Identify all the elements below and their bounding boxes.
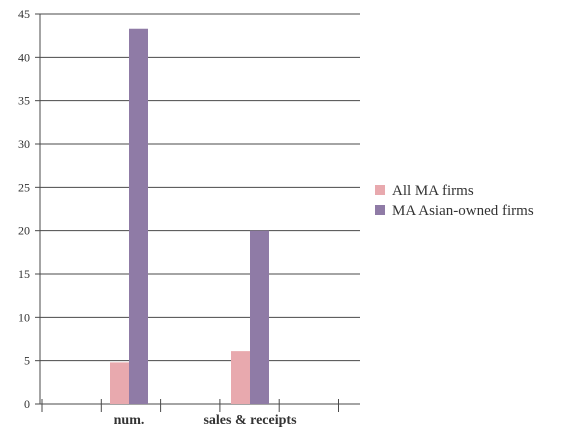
legend-label: MA Asian-owned firms xyxy=(392,203,534,219)
bar-ma-asian-owned-firms xyxy=(250,230,269,404)
bar-all-ma-firms xyxy=(231,351,250,404)
gridlines xyxy=(40,13,360,362)
x-category-label: sales & receipts xyxy=(203,413,297,428)
x-category-label: num. xyxy=(114,413,145,428)
y-tick-labels: 0 5 10 15 20 25 30 35 40 45 xyxy=(18,7,30,411)
y-tick-label: 30 xyxy=(18,137,30,151)
bar-all-ma-firms xyxy=(110,362,129,404)
y-tick-label: 0 xyxy=(24,397,30,411)
x-tick-labels: num. sales & receipts xyxy=(114,413,297,428)
legend-swatch xyxy=(375,185,385,195)
y-tick-label: 20 xyxy=(18,224,30,238)
y-tick-label: 45 xyxy=(18,7,30,21)
y-tick-label: 25 xyxy=(18,180,30,194)
y-tick-label: 40 xyxy=(18,50,30,64)
y-tick-label: 35 xyxy=(18,94,30,108)
legend: All MA firms MA Asian-owned firms xyxy=(375,183,534,219)
axes xyxy=(35,13,360,412)
legend-label: All MA firms xyxy=(392,183,474,199)
y-tick-label: 10 xyxy=(18,310,30,324)
legend-swatch xyxy=(375,205,385,215)
y-tick-label: 5 xyxy=(24,354,30,368)
bar-ma-asian-owned-firms xyxy=(129,28,148,404)
bars xyxy=(110,28,269,404)
y-tick-label: 15 xyxy=(18,267,30,281)
